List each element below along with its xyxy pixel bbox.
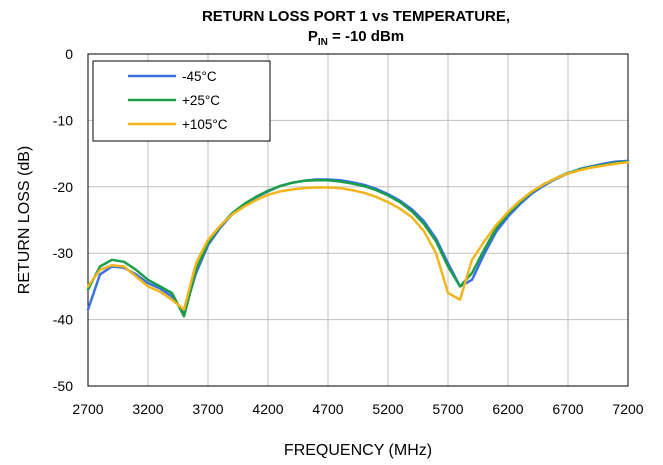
x-tick-label: 5200 (372, 401, 403, 417)
chart-subtitle-suffix: = -10 dBm (328, 28, 404, 45)
legend-items: -45°C +25°C +105°C (128, 69, 228, 132)
y-axis-label: RETURN LOSS (dB) (16, 146, 33, 294)
x-tick-label: 5700 (432, 401, 463, 417)
x-tick-label: 4700 (312, 401, 343, 417)
series-line (86, 160, 630, 311)
x-axis-label: FREQUENCY (MHz) (284, 442, 432, 459)
y-tick-labels: 0 -10 -20 -30 -40 -50 (53, 46, 73, 394)
x-tick-label: 4200 (252, 401, 283, 417)
x-tick-label: 6700 (552, 401, 583, 417)
y-tick-label: -30 (53, 245, 73, 261)
chart-subtitle-prefix: P (308, 28, 318, 45)
chart-subtitle: PIN = -10 dBm (308, 28, 404, 48)
series-lines (86, 159, 630, 318)
legend: -45°C +25°C +105°C (92, 60, 271, 142)
legend-label: +105°C (182, 117, 228, 132)
legend-label: +25°C (182, 93, 220, 108)
y-tick-label: -10 (53, 112, 73, 128)
x-tick-label: 3200 (132, 401, 163, 417)
legend-label: -45°C (182, 69, 217, 84)
y-tick-label: -50 (53, 378, 73, 394)
y-tick-label: -40 (53, 312, 73, 328)
chart-subtitle-subscript: IN (318, 37, 328, 48)
y-tick-label: -20 (53, 179, 73, 195)
chart-title: RETURN LOSS PORT 1 vs TEMPERATURE, (202, 8, 510, 25)
legend-box (92, 60, 271, 142)
x-tick-labels: 2700 3200 3700 4200 4700 5200 5700 6200 6700 7200 (72, 401, 643, 417)
x-tick-label: 3700 (192, 401, 223, 417)
y-tick-label: 0 (65, 46, 73, 62)
x-tick-label: 6200 (492, 401, 523, 417)
plot-area-border (87, 53, 629, 387)
x-tick-label: 7200 (612, 401, 643, 417)
x-tick-label: 2700 (72, 401, 103, 417)
